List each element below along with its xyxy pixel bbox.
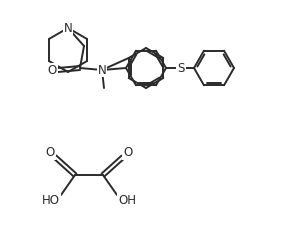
- Text: O: O: [124, 147, 133, 160]
- Text: N: N: [64, 22, 72, 35]
- Text: HO: HO: [42, 194, 60, 207]
- Text: O: O: [47, 63, 57, 76]
- Text: S: S: [177, 62, 185, 74]
- Text: N: N: [98, 63, 106, 76]
- Text: OH: OH: [118, 194, 136, 207]
- Text: O: O: [45, 147, 55, 160]
